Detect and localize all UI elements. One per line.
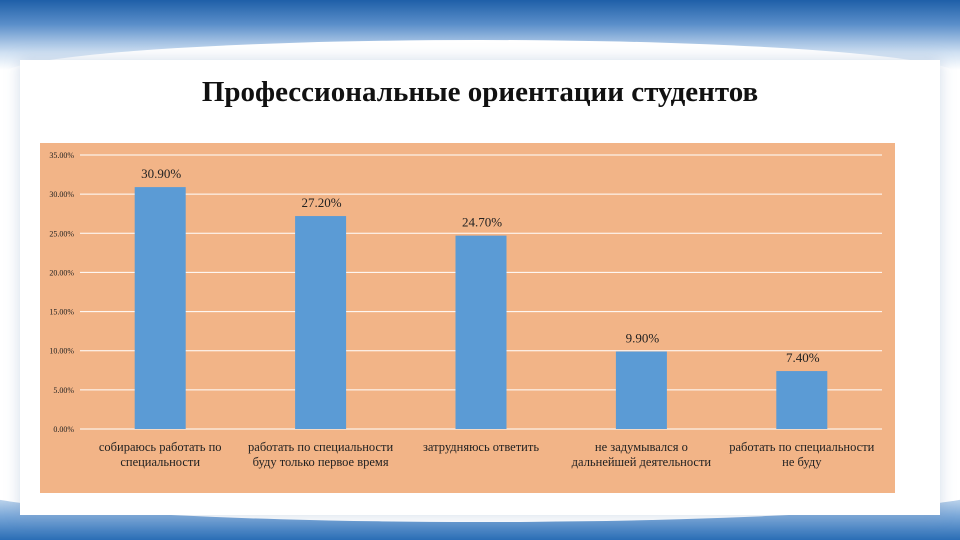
x-category-label: работать по специальности буду только пе… [248, 440, 394, 469]
data-label: 9.90% [626, 330, 660, 345]
bar [134, 187, 186, 429]
y-tick-label: 0.00% [53, 425, 74, 434]
y-tick-label: 10.00% [49, 347, 74, 356]
bar [615, 351, 667, 429]
data-label: 7.40% [786, 350, 820, 365]
y-tick-label: 15.00% [49, 308, 74, 317]
data-label: 30.90% [141, 166, 181, 181]
bar [776, 371, 828, 429]
y-tick-label: 35.00% [49, 151, 74, 160]
x-category-label: работать по специальности не буду [729, 440, 875, 469]
bar [455, 235, 507, 429]
y-tick-label: 30.00% [49, 190, 74, 199]
data-label: 24.70% [462, 215, 502, 230]
x-category-label: не задумывался о дальнейшей деятельности [571, 440, 712, 469]
bar [295, 216, 347, 429]
y-tick-label: 20.00% [49, 268, 74, 277]
x-category-label: собираюсь работать по специальности [98, 440, 222, 469]
data-label: 27.20% [302, 195, 342, 210]
y-tick-label: 25.00% [49, 229, 74, 238]
x-category-label: затрудняюсь ответить [422, 440, 540, 454]
y-tick-label: 5.00% [53, 386, 74, 395]
slide-title: Профессиональные ориентации студентов [201, 76, 759, 108]
